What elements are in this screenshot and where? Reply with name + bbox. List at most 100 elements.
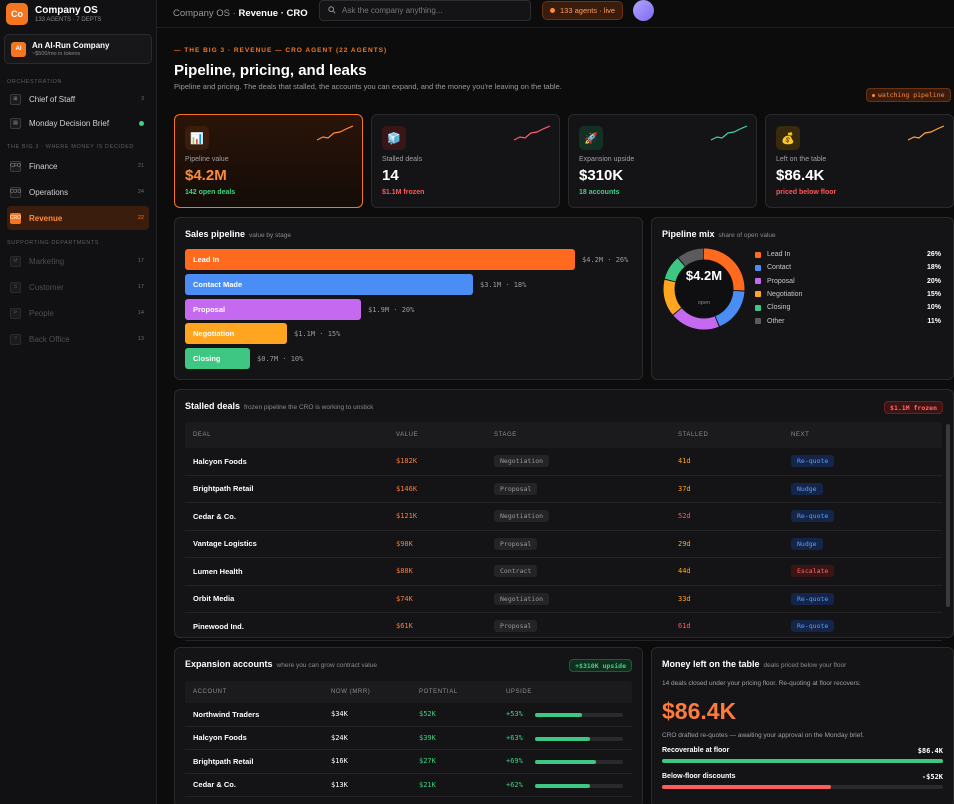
column-header[interactable]: POTENTIAL bbox=[419, 689, 458, 695]
next-action-button[interactable]: Re-quote bbox=[791, 455, 835, 468]
next-action-button[interactable]: Nudge bbox=[791, 537, 823, 550]
pipeline-bar[interactable]: Negotiation bbox=[185, 323, 287, 345]
sidebar-item-people[interactable]: P People 14 bbox=[7, 301, 149, 325]
sidebar-item-finance[interactable]: CFO Finance 21 bbox=[10, 160, 144, 172]
pipeline-bar[interactable]: Contact Made bbox=[185, 273, 473, 295]
pipeline-bar[interactable]: Proposal bbox=[185, 298, 361, 320]
pipeline-bar[interactable]: Lead In bbox=[185, 249, 575, 270]
column-header[interactable]: NOW (MRR) bbox=[331, 689, 371, 695]
scrollbar[interactable] bbox=[946, 424, 950, 607]
deal-name: Vantage Logistics bbox=[193, 539, 257, 549]
account-name: Northwind Traders bbox=[193, 709, 260, 719]
topbar: Company OS · Revenue · CRO Ask the compa… bbox=[157, 0, 954, 28]
table-row[interactable]: Pinewood Ind. $61K Proposal 61d Re-quote bbox=[185, 613, 942, 641]
pipeline-bar[interactable]: Closing bbox=[185, 348, 250, 370]
org-chart-icon: ⊞ bbox=[10, 93, 21, 105]
live-agents-badge[interactable]: 133 agents · live bbox=[542, 1, 624, 20]
legend-swatch bbox=[755, 304, 761, 311]
account-name: Halcyon Foods bbox=[193, 733, 247, 743]
org-switcher[interactable]: AI An AI-Run Company ~$500/mo in tokens bbox=[4, 34, 152, 64]
deal-value: $146K bbox=[396, 484, 418, 493]
mrr-now: $24K bbox=[331, 733, 348, 742]
upside-percent: +63% bbox=[506, 733, 523, 742]
avatar[interactable] bbox=[633, 0, 654, 21]
sidebar-item-back-office[interactable]: ? Back Office 13 bbox=[7, 327, 149, 351]
expansion-accounts-card: Expansion accounts where you can grow con… bbox=[174, 647, 643, 804]
deal-name: Pinewood Ind. bbox=[193, 621, 244, 631]
pipeline-bar-value: $1.9M · 20% bbox=[368, 305, 415, 314]
section-label-big3: THE BIG 3 · WHERE MONEY IS DECIDED bbox=[7, 144, 134, 150]
table-header: ACCOUNT NOW (MRR) POTENTIAL UPSIDE bbox=[185, 681, 632, 703]
legend-item: Negotiation 15% bbox=[755, 291, 941, 298]
search-icon bbox=[328, 5, 336, 16]
sparkline bbox=[907, 125, 945, 141]
next-action-button[interactable]: Re-quote bbox=[791, 510, 835, 523]
leak-description: 14 deals closed under your pricing floor… bbox=[662, 680, 861, 687]
live-dot-icon bbox=[550, 8, 555, 13]
deal-name: Orbit Media bbox=[193, 594, 235, 604]
kpi-card[interactable]: 🧊 Stalled deals 14 $1.1M frozen bbox=[371, 114, 560, 208]
table-row[interactable]: Halcyon Foods $24K $39K +63% bbox=[185, 727, 632, 750]
donut-slice[interactable] bbox=[663, 248, 745, 330]
breadcrumb: Company OS · Revenue · CRO bbox=[173, 8, 308, 19]
leak-row-label: Below-floor discounts bbox=[662, 773, 736, 780]
kpi-card[interactable]: 📊 Pipeline value $4.2M 142 open deals bbox=[174, 114, 363, 208]
sparkline bbox=[316, 125, 354, 141]
next-action-button[interactable]: Escalate bbox=[791, 565, 835, 578]
legend-swatch bbox=[755, 264, 761, 271]
table-row[interactable]: Brightpath Retail $16K $27K +69% bbox=[185, 750, 632, 774]
sidebar-item-marketing[interactable]: M Marketing 17 bbox=[7, 249, 149, 273]
donut-slice[interactable] bbox=[663, 248, 745, 330]
column-header[interactable]: STALLED bbox=[678, 432, 709, 438]
legend-item: Lead In 26% bbox=[755, 251, 941, 258]
sidebar-item-monday-brief[interactable]: ▤ Monday Decision Brief bbox=[7, 111, 149, 135]
table-row[interactable]: Orbit Media $74K Negotiation 33d Re-quote bbox=[185, 586, 942, 613]
column-header[interactable]: DEAL bbox=[193, 432, 212, 438]
upside-progress-bar bbox=[535, 760, 623, 764]
next-action-button[interactable]: Nudge bbox=[791, 482, 823, 495]
donut-slice[interactable] bbox=[663, 248, 745, 330]
sidebar-item-customer[interactable]: S Customer 17 bbox=[7, 275, 149, 299]
stage-tag: Negotiation bbox=[494, 510, 550, 523]
brand[interactable]: Co Company OS 133 AGENTS · 7 DEPTS bbox=[0, 0, 156, 28]
main-content: Company OS · Revenue · CRO Ask the compa… bbox=[157, 0, 954, 804]
column-header[interactable]: NEXT bbox=[791, 432, 810, 438]
calendar-icon: ▤ bbox=[10, 117, 21, 129]
next-action-button[interactable]: Re-quote bbox=[791, 620, 835, 633]
leak-row-label: Recoverable at floor bbox=[662, 747, 730, 754]
sidebar-item-revenue[interactable]: CRO Revenue 22 bbox=[7, 206, 149, 230]
column-header[interactable]: STAGE bbox=[494, 432, 517, 438]
live-dot-icon bbox=[872, 93, 875, 97]
sidebar-item-chief-of-staff[interactable]: ⊞ Chief of Staff 3 bbox=[7, 87, 149, 111]
people-icon: P bbox=[10, 307, 21, 319]
table-row[interactable]: Northwind Traders $34K $52K +53% bbox=[185, 703, 632, 727]
leak-row-value: -$52K bbox=[921, 773, 943, 781]
table-row[interactable]: Cedar & Co. $121K Negotiation 52d Re-quote bbox=[185, 503, 942, 531]
search-input[interactable]: Ask the company anything... bbox=[319, 0, 531, 21]
table-row[interactable]: Vantage Logistics $98K Proposal 29d Nudge bbox=[185, 531, 942, 558]
brand-subtitle: 133 AGENTS · 7 DEPTS bbox=[35, 17, 102, 23]
card-title: Stalled deals frozen pipeline the CRO is … bbox=[185, 401, 374, 411]
column-header[interactable]: VALUE bbox=[396, 432, 419, 438]
mrr-now: $16K bbox=[331, 757, 348, 766]
next-action-button[interactable]: Re-quote bbox=[791, 592, 835, 605]
deal-value: $88K bbox=[396, 567, 413, 576]
kpi-card[interactable]: 💰 Left on the table $86.4K priced below flo… bbox=[765, 114, 954, 208]
kpi-subtext: $1.1M frozen bbox=[382, 189, 425, 196]
table-row[interactable]: Cedar & Co. $13K $21K +62% bbox=[185, 774, 632, 797]
kpi-label: Pipeline value bbox=[185, 156, 229, 163]
sidebar-item-operations[interactable]: COO Operations 24 bbox=[9, 186, 144, 198]
upside-progress-fill bbox=[535, 783, 590, 788]
card-title: Expansion accounts where you can grow con… bbox=[185, 659, 377, 669]
table-row[interactable]: Lumen Health $88K Contract 44d Escalate bbox=[185, 558, 942, 586]
table-row[interactable]: Halcyon Foods $182K Negotiation 41d Re-quote bbox=[185, 448, 942, 476]
upside-progress-bar bbox=[535, 783, 623, 788]
pipeline-bar-value: $4.2M · 26% bbox=[582, 256, 629, 264]
stage-tag: Negotiation bbox=[494, 592, 550, 605]
table-row[interactable]: Brightpath Retail $146K Proposal 37d Nudge bbox=[185, 476, 942, 503]
column-header[interactable]: ACCOUNT bbox=[193, 689, 227, 695]
sales-pipeline-card: Sales pipeline value by stage Lead In $4.2… bbox=[174, 217, 643, 380]
column-header[interactable]: UPSIDE bbox=[506, 689, 532, 695]
kpi-card[interactable]: 🚀 Expansion upside $310K 18 accounts bbox=[568, 114, 757, 208]
upside-percent: +69% bbox=[506, 757, 523, 766]
